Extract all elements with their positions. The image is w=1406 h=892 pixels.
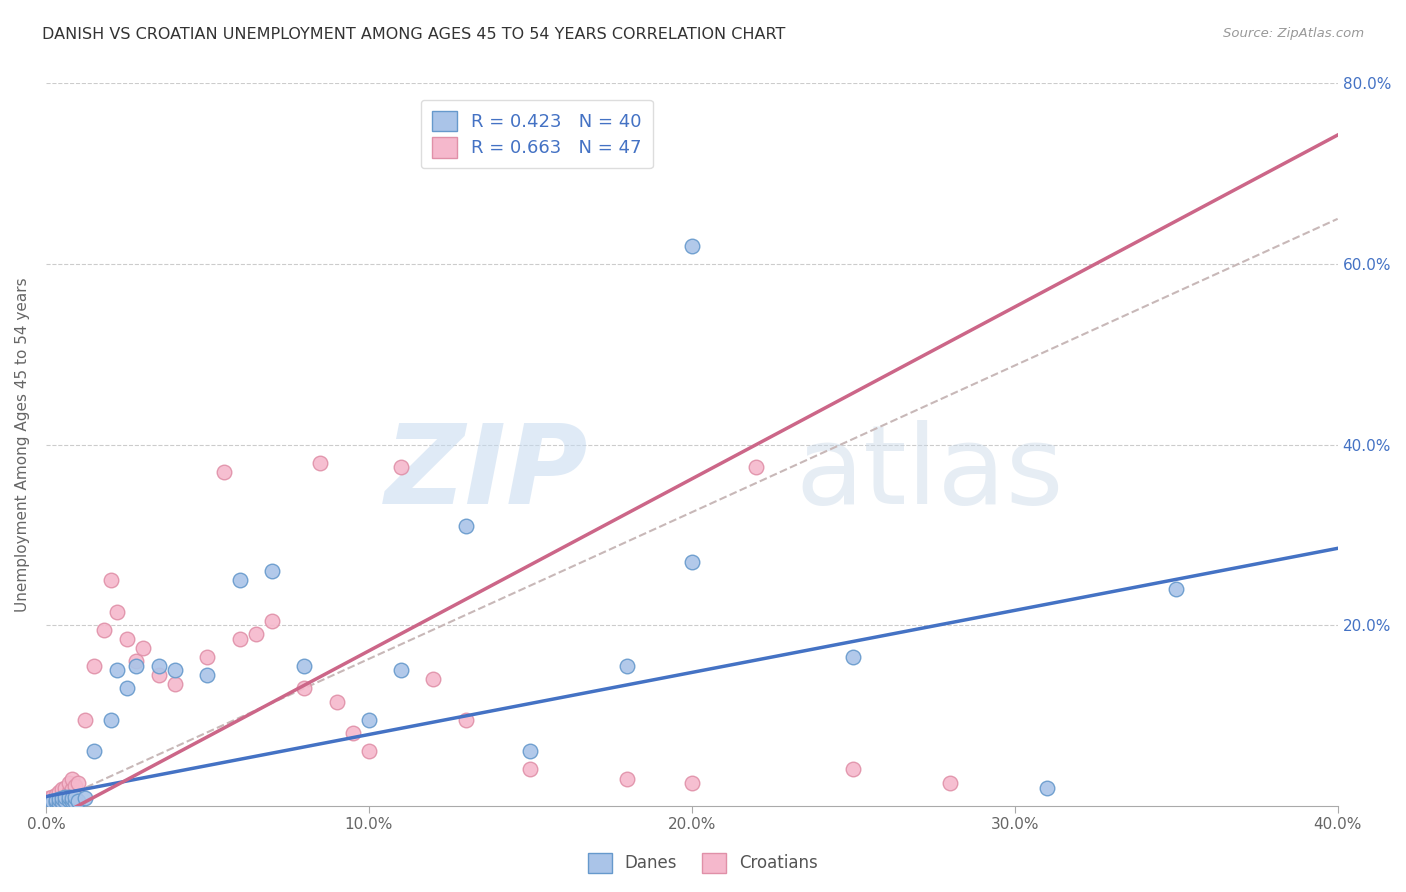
Point	[389, 663, 412, 677]
Point	[45, 793, 67, 807]
Point	[63, 789, 86, 804]
Point	[342, 726, 364, 740]
Point	[48, 796, 70, 810]
Point	[115, 632, 138, 646]
Point	[58, 776, 80, 790]
Legend: Danes, Croatians: Danes, Croatians	[582, 847, 824, 880]
Point	[197, 667, 219, 681]
Point	[1036, 780, 1059, 795]
Point	[53, 790, 76, 805]
Point	[197, 649, 219, 664]
Point	[115, 681, 138, 696]
Point	[45, 795, 67, 809]
Point	[245, 627, 267, 641]
Point	[100, 573, 122, 587]
Point	[48, 785, 70, 799]
Point	[63, 795, 86, 809]
Point	[260, 564, 283, 578]
Point	[132, 640, 155, 655]
Point	[38, 796, 60, 810]
Point	[148, 658, 170, 673]
Point	[681, 776, 703, 790]
Point	[45, 793, 67, 807]
Point	[519, 763, 541, 777]
Text: DANISH VS CROATIAN UNEMPLOYMENT AMONG AGES 45 TO 54 YEARS CORRELATION CHART: DANISH VS CROATIAN UNEMPLOYMENT AMONG AG…	[42, 27, 786, 42]
Point	[422, 672, 444, 686]
Point	[389, 460, 412, 475]
Point	[73, 791, 96, 805]
Point	[41, 794, 63, 808]
Point	[38, 797, 60, 811]
Point	[454, 713, 477, 727]
Point	[325, 695, 347, 709]
Point	[681, 555, 703, 569]
Point	[41, 789, 63, 804]
Point	[41, 794, 63, 808]
Point	[51, 795, 73, 809]
Point	[45, 788, 67, 802]
Point	[357, 713, 380, 727]
Point	[51, 782, 73, 797]
Point	[260, 614, 283, 628]
Text: Source: ZipAtlas.com: Source: ZipAtlas.com	[1223, 27, 1364, 40]
Point	[165, 677, 187, 691]
Point	[60, 791, 83, 805]
Text: ZIP: ZIP	[385, 420, 589, 527]
Point	[60, 794, 83, 808]
Point	[125, 654, 148, 668]
Point	[73, 713, 96, 727]
Point	[148, 667, 170, 681]
Point	[60, 782, 83, 797]
Point	[38, 791, 60, 805]
Point	[83, 744, 105, 758]
Point	[212, 465, 235, 479]
Point	[60, 772, 83, 786]
Point	[51, 791, 73, 805]
Point	[616, 658, 638, 673]
Point	[58, 789, 80, 804]
Point	[53, 780, 76, 795]
Point	[41, 796, 63, 810]
Point	[105, 605, 128, 619]
Point	[100, 713, 122, 727]
Point	[309, 456, 332, 470]
Point	[63, 779, 86, 793]
Point	[842, 763, 865, 777]
Point	[48, 791, 70, 805]
Point	[519, 744, 541, 758]
Point	[58, 785, 80, 799]
Text: atlas: atlas	[796, 420, 1063, 527]
Point	[292, 681, 315, 696]
Point	[939, 776, 962, 790]
Point	[228, 573, 250, 587]
Point	[53, 794, 76, 808]
Point	[67, 794, 90, 808]
Legend: R = 0.423   N = 40, R = 0.663   N = 47: R = 0.423 N = 40, R = 0.663 N = 47	[420, 100, 652, 169]
Point	[292, 658, 315, 673]
Point	[681, 239, 703, 253]
Point	[48, 792, 70, 806]
Point	[67, 776, 90, 790]
Point	[83, 658, 105, 673]
Point	[228, 632, 250, 646]
Point	[165, 663, 187, 677]
Point	[357, 744, 380, 758]
Point	[93, 623, 115, 637]
Point	[125, 658, 148, 673]
Point	[616, 772, 638, 786]
Point	[105, 663, 128, 677]
Point	[842, 649, 865, 664]
Y-axis label: Unemployment Among Ages 45 to 54 years: Unemployment Among Ages 45 to 54 years	[15, 277, 30, 612]
Point	[53, 788, 76, 802]
Point	[1166, 582, 1188, 596]
Point	[454, 518, 477, 533]
Point	[51, 789, 73, 804]
Point	[745, 460, 768, 475]
Point	[58, 793, 80, 807]
